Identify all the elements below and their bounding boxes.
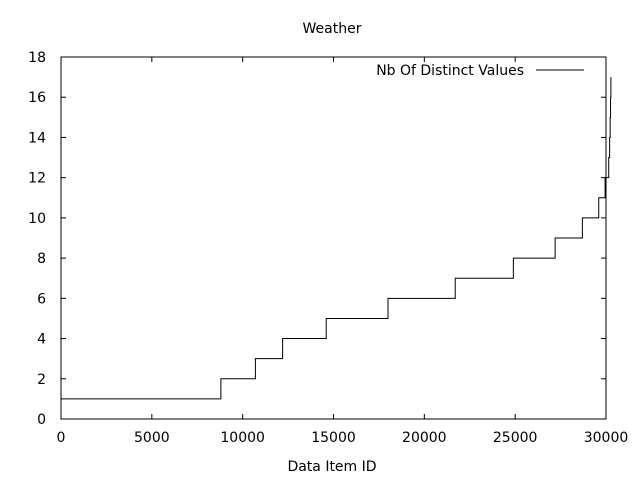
x-tick-label: 5000 (134, 430, 170, 446)
y-tick-label: 4 (37, 332, 46, 348)
y-tick-label: 16 (28, 90, 46, 106)
legend: Nb Of Distinct Values (376, 63, 584, 79)
chart-title: Weather (303, 21, 362, 37)
x-tick-label: 30000 (584, 430, 629, 446)
x-tick-label: 0 (57, 430, 66, 446)
x-tick-label: 20000 (402, 430, 447, 446)
plot-frame (60, 56, 607, 420)
y-tick-label: 0 (37, 412, 46, 428)
y-tick-label: 2 (37, 372, 46, 388)
y-tick-label: 8 (37, 251, 46, 267)
y-tick-label: 10 (28, 211, 46, 227)
plot-area: 0 5000 10000 15000 20000 25000 30000 0 2 4 6 8 10 12… (28, 50, 628, 446)
x-tick-label: 15000 (311, 430, 356, 446)
x-tick-label: 25000 (493, 430, 538, 446)
x-axis: 0 5000 10000 15000 20000 25000 30000 (57, 57, 629, 446)
x-tick-label: 10000 (220, 430, 265, 446)
y-tick-label: 12 (28, 171, 46, 187)
legend-label: Nb Of Distinct Values (376, 63, 524, 79)
x-axis-label: Data Item ID (287, 459, 376, 475)
y-tick-label: 6 (37, 291, 46, 307)
y-tick-label: 14 (28, 130, 46, 146)
series-line (61, 77, 612, 400)
y-axis: 0 2 4 6 8 10 12 14 16 18 (28, 50, 606, 428)
y-tick-label: 18 (28, 50, 46, 66)
